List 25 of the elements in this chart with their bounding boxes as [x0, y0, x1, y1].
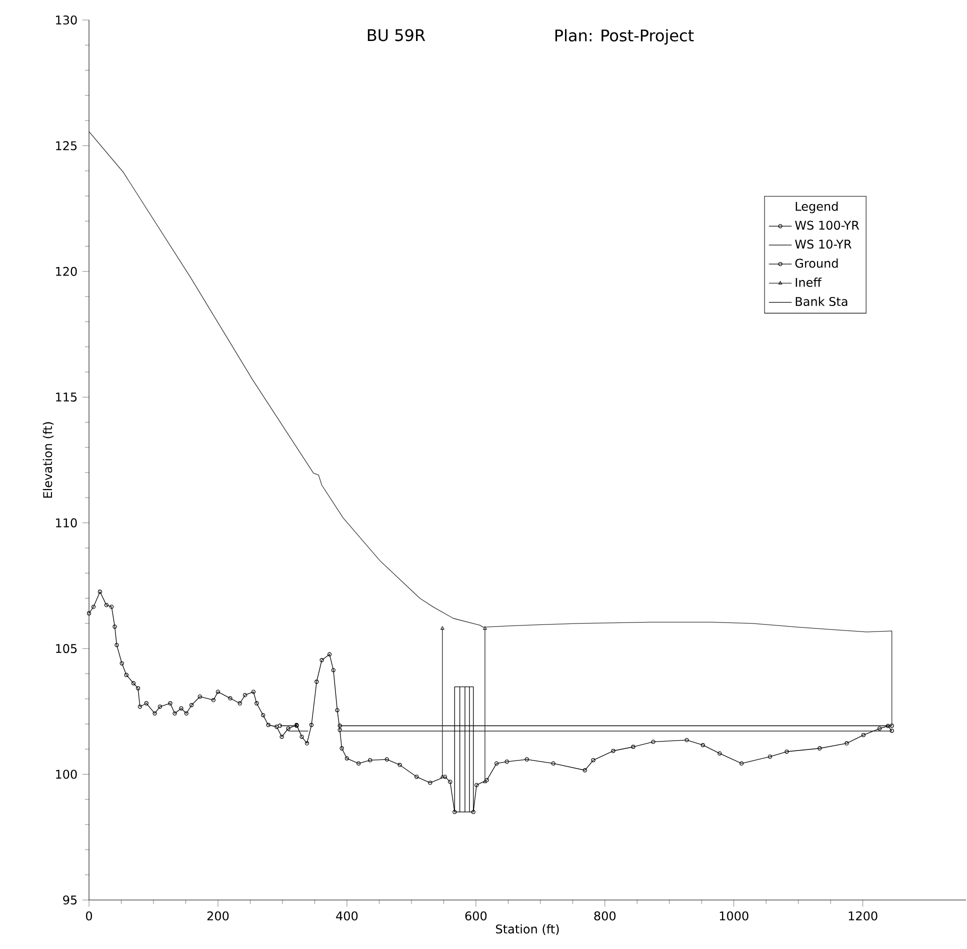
x-tick-label: 1200 [848, 911, 878, 920]
legend-label: WS 10-YR [795, 240, 852, 249]
x-tick-label: 400 [336, 911, 358, 920]
y-tick-label: 125 [56, 141, 77, 150]
x-tick-label: 1000 [720, 911, 748, 920]
legend-label: Ineff [796, 278, 822, 287]
legend-label: WS 100-YR [795, 220, 860, 230]
x-tick-label: 200 [207, 911, 229, 920]
chart-title: BU 59R [368, 29, 426, 42]
y-tick-label: 100 [56, 770, 77, 779]
text: Plan: Post-Project [555, 29, 694, 45]
y-tick-label: 95 [63, 895, 77, 905]
y-tick-label: 110 [56, 518, 77, 528]
legend-label: Bank Sta [796, 296, 848, 306]
x-axis-title: Station (ft) [496, 924, 559, 935]
x-tick-label: 0 [86, 911, 92, 920]
x-tick-label: 600 [465, 911, 487, 920]
y-tick-label: 115 [56, 392, 77, 402]
y-tick-label: 130 [56, 15, 77, 25]
legend-title: Legend [796, 202, 838, 214]
legend-label: Ground [795, 258, 838, 268]
y-axis-title: Elevation (ft) [42, 422, 54, 498]
y-tick-label: 105 [56, 644, 77, 654]
x-tick-label: 800 [594, 911, 616, 920]
y-tick-label: 120 [56, 266, 77, 276]
